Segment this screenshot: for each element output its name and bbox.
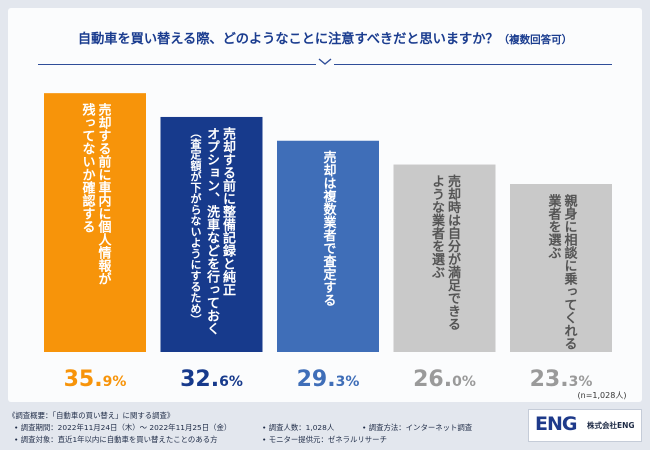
survey-period: • 調査期間：2022年11月24日（木）～ 2022年11月25日（金） xyxy=(14,423,232,432)
company-logo: ENG 株式会社ENG xyxy=(528,409,642,442)
bar-1 xyxy=(44,93,146,352)
logo-company-name: 株式会社ENG xyxy=(587,421,635,430)
value-label-1: 35.9% xyxy=(64,367,127,392)
chart-title-note: （複数回答可） xyxy=(498,34,573,46)
value-label-4: 26.0% xyxy=(413,367,476,392)
bar-4-label-line-2: ような業者を選ぶ xyxy=(429,175,446,279)
chevron-down-icon xyxy=(318,58,332,65)
survey-provider: • モニター提供元：ゼネラルリサーチ xyxy=(262,435,387,444)
title-rule-right xyxy=(334,64,612,65)
bar-2-label-line-2: オプション、洗車などを行っておく xyxy=(204,127,221,335)
survey-footer: 《調査概要：「自動車の買い替え」に関する調査》 • 調査期間：2022年11月2… xyxy=(0,406,650,450)
bar-1-label-line-2: 残ってないか確認する xyxy=(80,103,96,234)
value-label-2: 32.6% xyxy=(180,367,243,392)
value-label-5: 23.3% xyxy=(530,367,593,392)
chart-title: 自動車を買い替える際、どのようなことに注意すべきだと思いますか？（複数回答可） xyxy=(0,28,650,47)
bar-4-label-line-1: 売却時は自分が満足できる xyxy=(445,174,461,331)
bar-2-label-line-1: 売却する前に整備記録と純正 xyxy=(220,126,237,296)
bar-2 xyxy=(160,116,263,352)
sample-size-note: (n=1,028人) xyxy=(578,391,627,400)
title-rule-left xyxy=(38,64,316,65)
survey-people: • 調査人数：1,028人 xyxy=(262,423,335,432)
survey-target: • 調査対象：直近1年以内に自動車を買い替えたことのある方 xyxy=(14,435,218,444)
bar-4 xyxy=(393,164,496,352)
survey-title: 《調査概要：「自動車の買い替え」に関する調査》 xyxy=(8,411,175,420)
bar-5-label-line-2: 業者を選ぶ xyxy=(546,193,563,259)
value-label-3: 29.3% xyxy=(297,367,360,392)
bar-5 xyxy=(510,184,612,352)
bar-3-label-line-1: 売却は複数業者で査定する xyxy=(321,150,338,307)
survey-method: • 調査方法：インターネット調査 xyxy=(362,423,473,432)
bar-3 xyxy=(277,140,379,352)
bar-5-label-line-1: 親身に相談に乗ってくれる xyxy=(562,193,579,350)
chart-title-text: 自動車を買い替える際、どのようなことに注意すべきだと思いますか？ xyxy=(77,32,499,47)
bar-1-label-line-1: 売却する前に車内に個人情報が xyxy=(96,103,113,286)
bar-2-label-line-3: （査定額が下がらないようにするため） xyxy=(189,127,203,325)
logo-mark: ENG xyxy=(535,413,577,435)
